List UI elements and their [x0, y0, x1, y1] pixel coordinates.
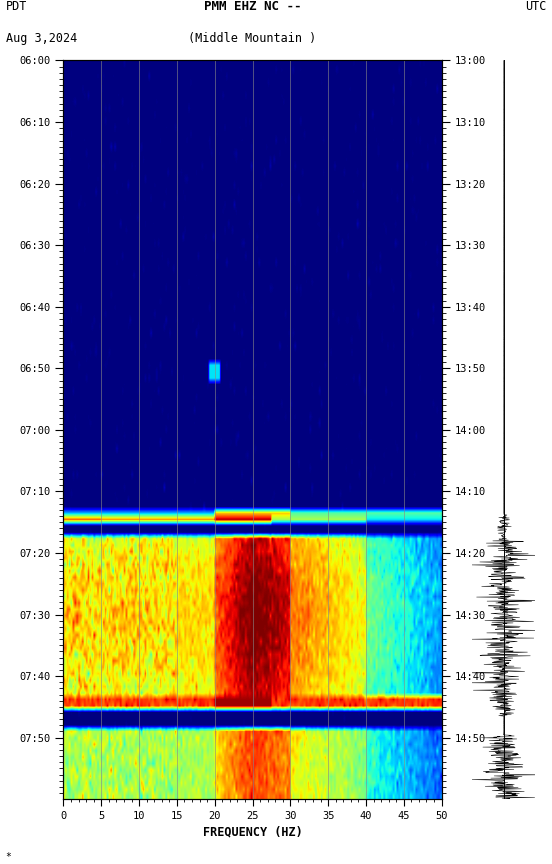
- Text: PDT: PDT: [6, 0, 27, 13]
- Text: Aug 3,2024: Aug 3,2024: [6, 32, 77, 45]
- X-axis label: FREQUENCY (HZ): FREQUENCY (HZ): [203, 825, 302, 838]
- Text: UTC: UTC: [525, 0, 546, 13]
- Text: PMM EHZ NC --: PMM EHZ NC --: [204, 0, 301, 13]
- Text: (Middle Mountain ): (Middle Mountain ): [188, 32, 317, 45]
- Text: *: *: [6, 852, 12, 861]
